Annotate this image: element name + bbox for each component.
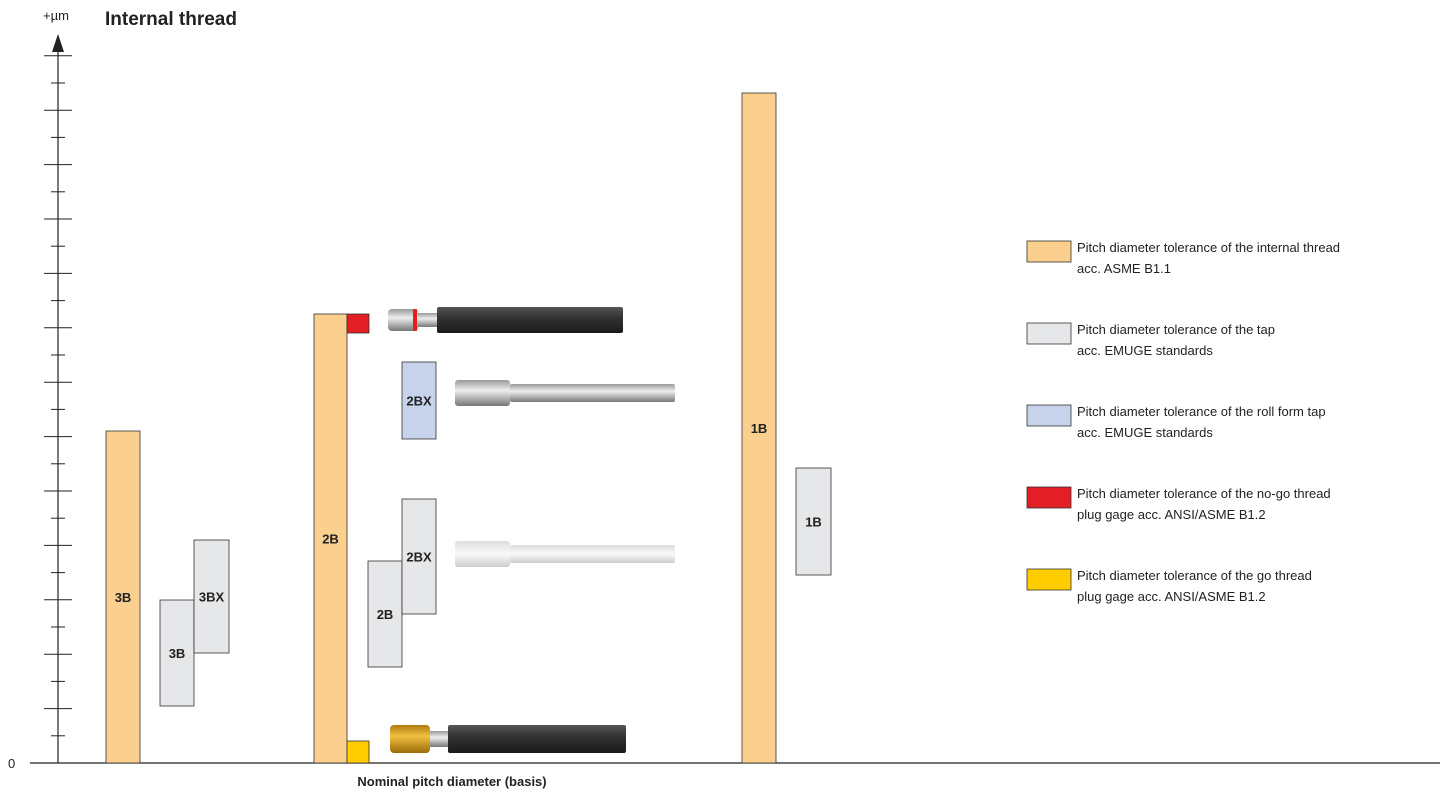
box-label: 3B <box>169 646 186 661</box>
legend-text: Pitch diameter tolerance of the internal… <box>1077 240 1340 255</box>
tolerance-box <box>741 92 777 764</box>
legend-swatch <box>1026 322 1072 345</box>
box-label: 2B <box>377 607 394 622</box>
legend-text: Pitch diameter tolerance of the go threa… <box>1077 568 1312 583</box>
box-label: 3BX <box>199 590 225 605</box>
x-axis-label: Nominal pitch diameter (basis) <box>357 774 546 789</box>
tolerance-box <box>346 740 370 764</box>
tolerance-box <box>346 313 370 334</box>
axis-arrow <box>52 34 64 52</box>
box-label: 3B <box>115 590 132 605</box>
box-label: 2BX <box>406 394 432 409</box>
legend-text: plug gage acc. ANSI/ASME B1.2 <box>1077 507 1266 522</box>
box-label: 2BX <box>406 550 432 565</box>
tolerance-box <box>193 539 230 654</box>
legend-text: acc. EMUGE standards <box>1077 343 1213 358</box>
box-label: 1B <box>805 515 822 530</box>
zero-label: 0 <box>8 756 15 771</box>
tolerance-box <box>159 599 195 707</box>
box-label: 1B <box>751 421 768 436</box>
legend-text: Pitch diameter tolerance of the tap <box>1077 322 1275 337</box>
legend-swatch <box>1026 568 1072 591</box>
legend-text: plug gage acc. ANSI/ASME B1.2 <box>1077 589 1266 604</box>
ticks <box>44 55 72 737</box>
legend-text: Pitch diameter tolerance of the no-go th… <box>1077 486 1331 501</box>
legend-text: Pitch diameter tolerance of the roll for… <box>1077 404 1326 419</box>
title: Internal thread <box>105 9 237 30</box>
no-go-gage <box>388 307 623 333</box>
legend-swatch <box>1026 240 1072 263</box>
go-gage <box>390 725 626 753</box>
boxes: 3B 3B 3BX 2B 2BX 2B 2BX 1B 1B <box>105 92 832 764</box>
legend-swatch <box>1026 486 1072 509</box>
legend-swatch <box>1026 404 1072 427</box>
roll-form-tap <box>455 541 675 567</box>
tolerance-box <box>401 361 437 440</box>
tolerance-box <box>401 498 437 615</box>
unit-label: +µm <box>43 8 69 23</box>
tolerance-box <box>795 467 832 576</box>
tap <box>455 380 675 406</box>
tolerance-box <box>105 430 141 764</box>
legend-text: acc. ASME B1.1 <box>1077 261 1171 276</box>
tolerance-box <box>367 560 403 668</box>
legend: Pitch diameter tolerance of the internal… <box>1026 240 1340 604</box>
box-label: 2B <box>322 532 339 547</box>
legend-text: acc. EMUGE standards <box>1077 425 1213 440</box>
tolerance-box <box>313 313 348 764</box>
